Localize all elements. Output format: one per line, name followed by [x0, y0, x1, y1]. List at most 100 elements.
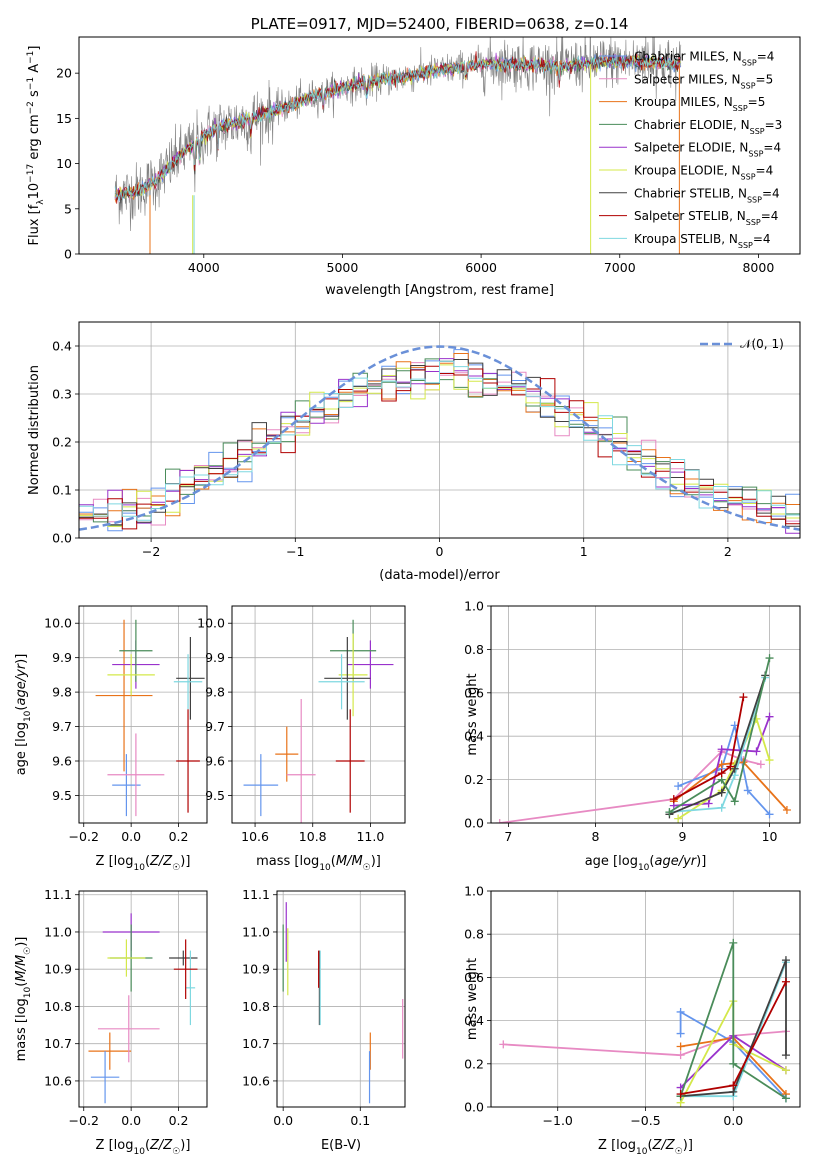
y-tick-label: 0.0 [464, 816, 484, 831]
mass-weight-marker [717, 745, 726, 754]
y-tick-label: 0.4 [464, 729, 484, 744]
x-axis-label: age [log10(age/yr)] [585, 854, 707, 873]
mass_vs_ebv-panel: 0.0 0.1 10.6 10.7 10.8 10.9 11.0 11.1 [242, 887, 406, 1128]
residual-histogram [79, 360, 800, 538]
legend-entry: Chabrier MILES, NSSP=4 [634, 50, 774, 68]
x-tick-label: 0 [436, 544, 444, 559]
model-fit-line [114, 54, 682, 201]
x-tick-label: −2 [142, 544, 160, 559]
mass-weight-marker [674, 814, 683, 823]
x-tick-label: 7000 [604, 260, 636, 275]
x-tick-label: 8 [591, 829, 599, 844]
x-tick-label: 1 [580, 544, 588, 559]
spectrum-panel: 4000 5000 6000 7000 8000 0 5 10 15 20 [56, 36, 801, 275]
axes-frame [490, 890, 801, 1108]
y-tick-label: 10.7 [242, 1036, 270, 1051]
x-axis-label: Z [log10(Z/Z☉)] [96, 1138, 191, 1157]
residuals-plot-area [79, 345, 800, 538]
x-tick-label: 8000 [742, 260, 774, 275]
mass-weight-marker [676, 1007, 685, 1016]
y-tick-label: 5 [64, 201, 72, 216]
axes-frame [231, 605, 406, 824]
y-tick-label: 9.6 [52, 754, 72, 769]
axes-frame [490, 605, 801, 824]
y-tick-label: 0.0 [52, 531, 72, 546]
mass-weight-marker [743, 786, 752, 795]
legend-entry: Kroupa STELIB, NSSP=4 [634, 232, 771, 250]
y-tick-label: 0.6 [464, 685, 484, 700]
residuals-panel: −2 −1 0 1 2 0.0 0.1 0.2 0.3 0.4 [52, 321, 801, 559]
mass-weight-marker [729, 1059, 738, 1068]
age_vs_mass-plot-area [243, 619, 394, 823]
y-axis-label: Normed distribution [27, 365, 42, 495]
y-tick-label: 20 [56, 66, 72, 81]
mass-weight-marker [717, 788, 726, 797]
x-tick-label: 5000 [327, 260, 359, 275]
mass-weight-marker [717, 769, 726, 778]
mw_vs_age-plot-area [495, 654, 791, 823]
mass-weight-marker [781, 1094, 790, 1103]
mass-weight-marker [781, 977, 790, 986]
x-tick-label: 0.1 [350, 1113, 370, 1128]
mass_vs_Z-plot-area [88, 913, 198, 1104]
x-tick-label: 0.0 [121, 1113, 141, 1128]
residual-histogram [79, 359, 800, 538]
mass-weight-line [673, 761, 788, 811]
mass-weight-marker [726, 762, 735, 771]
y-tick-label: 9.9 [205, 650, 225, 665]
x-tick-label: −0.2 [69, 829, 99, 844]
x-tick-label: −1 [286, 544, 304, 559]
y-tick-label: 10.8 [242, 999, 270, 1014]
age_vs_mass-panel: 10.6 10.8 11.0 9.5 9.6 9.7 9.8 9.9 10.0 [197, 605, 406, 844]
mass-weight-marker [669, 795, 678, 804]
mass-weight-marker [756, 760, 765, 769]
y-axis-label: mass weight [465, 958, 480, 1040]
mw_vs_Z-panel: −1.0 −0.5 0.0 0.0 0.2 0.4 0.6 0.8 1.0 [464, 884, 801, 1128]
y-tick-label: 10.0 [44, 616, 72, 631]
mass-weight-marker [676, 1029, 685, 1038]
y-tick-label: 0.6 [464, 970, 484, 985]
x-tick-label: 2 [724, 544, 732, 559]
y-tick-label: 11.1 [44, 887, 72, 902]
y-tick-label: 10.8 [44, 999, 72, 1014]
y-tick-label: 10.9 [242, 962, 270, 977]
x-tick-label: 6000 [465, 260, 497, 275]
mass-weight-marker [729, 1081, 738, 1090]
y-tick-label: 0.4 [464, 1013, 484, 1028]
mass-weight-marker [781, 1051, 790, 1060]
y-tick-label: 0.2 [464, 772, 484, 787]
mass-weight-marker [752, 747, 761, 756]
panel-title: PLATE=0917, MJD=52400, FIBERID=0638, z=0… [251, 15, 629, 33]
y-tick-label: 11.1 [242, 887, 270, 902]
y-tick-label: 11.0 [242, 924, 270, 939]
y-tick-label: 0.1 [52, 483, 72, 498]
mass-weight-marker [752, 714, 761, 723]
y-tick-label: 0 [64, 247, 72, 262]
legend-entry: Salpeter ELODIE, NSSP=4 [634, 141, 781, 159]
x-tick-label: 0.0 [121, 829, 141, 844]
x-axis-label: (data-model)/error [379, 568, 500, 583]
x-tick-label: 0.0 [273, 1113, 293, 1128]
x-tick-label: 11.0 [356, 829, 384, 844]
y-tick-label: 10.6 [242, 1073, 270, 1088]
legend-entry: Kroupa MILES, NSSP=5 [634, 95, 765, 113]
x-tick-label: 10.6 [241, 829, 269, 844]
observed-spectrum [114, 37, 682, 232]
mass-weight-line [673, 696, 745, 800]
y-tick-label: 0.2 [464, 1056, 484, 1071]
mass-weight-line [679, 942, 787, 1100]
y-tick-label: 15 [56, 111, 72, 126]
mass-weight-marker [676, 1051, 685, 1060]
y-tick-label: 0.8 [464, 927, 484, 942]
axes-frame [276, 890, 406, 1108]
y-tick-label: 0.0 [464, 1100, 484, 1115]
y-tick-label: 9.8 [52, 685, 72, 700]
mass-weight-marker [730, 764, 739, 773]
mass_vs_ebv-plot-area [282, 902, 404, 1104]
legend-entry: Chabrier STELIB, NSSP=4 [634, 186, 780, 204]
x-axis-label: E(B-V) [321, 1138, 361, 1153]
mass-weight-marker [781, 1066, 790, 1075]
y-tick-label: 10.7 [44, 1036, 72, 1051]
mass-weight-marker [717, 803, 726, 812]
x-tick-label: 9 [679, 829, 687, 844]
